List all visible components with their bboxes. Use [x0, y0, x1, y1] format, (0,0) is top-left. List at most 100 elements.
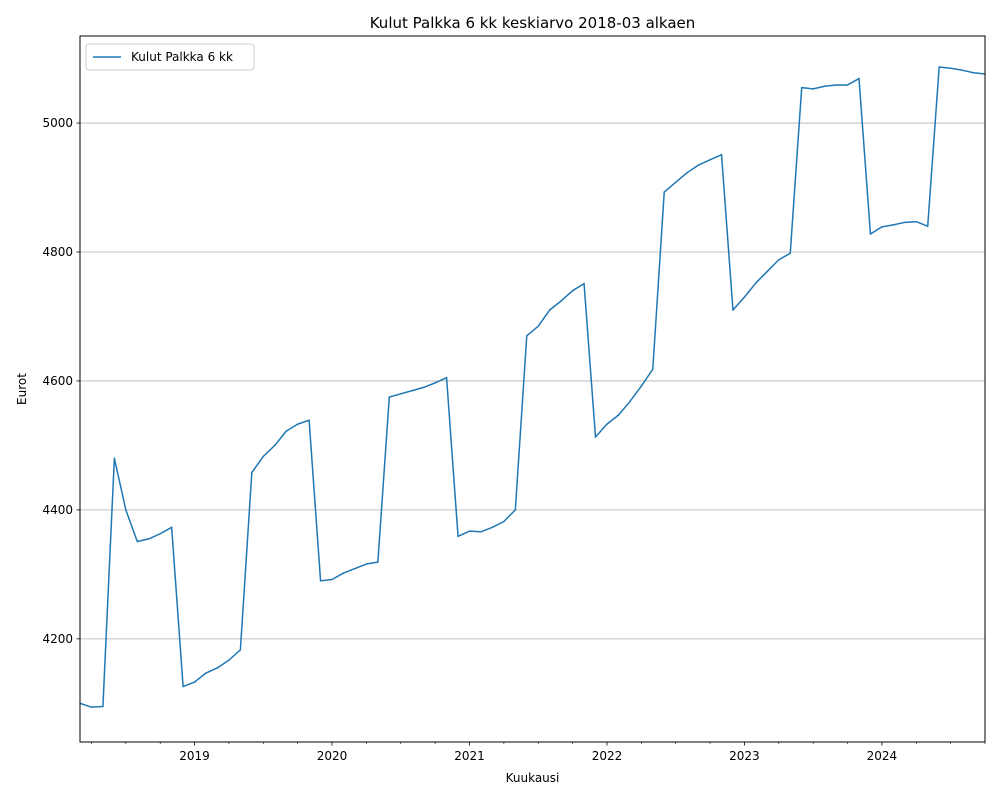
x-tick-label: 2021	[454, 749, 485, 763]
plot-frame	[79, 35, 986, 743]
data-point	[514, 509, 517, 511]
data-point	[789, 252, 792, 255]
data-point	[812, 88, 814, 90]
data-point	[319, 580, 322, 582]
x-axis-label: Kuukausi	[506, 771, 560, 785]
y-axis-label: Eurot	[15, 373, 29, 405]
data-point	[720, 153, 723, 156]
legend: Kulut Palkka 6 kk	[85, 43, 255, 71]
data-point	[503, 520, 505, 523]
data-point	[674, 181, 677, 184]
data-point	[193, 681, 196, 683]
data-point	[113, 457, 116, 460]
data-point	[743, 296, 746, 298]
data-point	[594, 436, 597, 438]
data-point	[445, 376, 448, 379]
data-point	[90, 706, 93, 708]
data-point	[697, 164, 700, 166]
data-point	[617, 414, 620, 416]
data-point	[262, 455, 265, 458]
data-point	[182, 685, 184, 688]
x-tick-label: 2022	[592, 749, 623, 763]
data-point	[228, 659, 230, 661]
data-point	[491, 526, 494, 529]
data-point	[548, 309, 551, 311]
data-point	[170, 526, 173, 529]
data-point	[949, 67, 952, 69]
data-point	[537, 325, 539, 327]
data-point	[778, 258, 780, 261]
chart-title: Kulut Palkka 6 kk keskiarvo 2018-03 alka…	[370, 14, 696, 32]
data-point	[480, 531, 482, 533]
data-point	[102, 705, 104, 708]
legend-label: Kulut Palkka 6 kk	[131, 50, 233, 64]
data-point	[915, 220, 918, 223]
data-point	[296, 423, 299, 425]
data-point	[686, 171, 688, 174]
data-point	[755, 282, 757, 284]
data-point	[331, 578, 333, 581]
data-point	[308, 419, 310, 422]
data-point	[938, 66, 940, 68]
series-line	[79, 66, 986, 708]
data-point	[640, 385, 643, 387]
data-point	[136, 540, 139, 543]
data-point	[125, 509, 127, 511]
y-tick-label: 4200	[42, 632, 73, 646]
data-point	[663, 191, 665, 193]
x-tick-label: 2019	[179, 749, 210, 763]
data-point	[571, 289, 574, 292]
y-tick-label: 4400	[42, 503, 73, 517]
data-point	[468, 530, 471, 532]
ticks-layer: 4200 4400 4600 4800 5000 2019 2020 2021 2022 2023…	[42, 116, 986, 763]
data-point	[560, 300, 562, 302]
data-point	[400, 393, 402, 395]
data-point	[972, 72, 975, 74]
data-point	[732, 309, 734, 311]
data-point	[377, 561, 379, 563]
data-point	[800, 86, 803, 89]
data-point	[823, 85, 826, 88]
y-tick-label: 5000	[42, 116, 73, 130]
x-tick-label: 2023	[729, 749, 760, 763]
data-point	[354, 567, 356, 570]
grid-layer	[80, 122, 985, 640]
data-point	[273, 444, 276, 447]
data-point	[526, 335, 528, 337]
data-point	[606, 423, 608, 425]
x-tick-label: 2020	[317, 749, 348, 763]
data-point	[881, 226, 883, 228]
data-point	[961, 69, 963, 71]
data-point	[285, 430, 287, 432]
data-point	[147, 538, 150, 540]
data-point	[835, 84, 837, 86]
data-point	[342, 572, 345, 574]
x-tick-label: 2024	[867, 749, 898, 763]
data-point	[652, 368, 654, 371]
data-point	[434, 382, 436, 384]
data-point	[251, 471, 253, 474]
y-tick-label: 4800	[42, 245, 73, 259]
data-point	[388, 396, 391, 398]
data-point	[422, 386, 425, 389]
data-point	[457, 535, 459, 538]
data-point	[159, 532, 161, 535]
data-point	[216, 667, 219, 669]
legend-box	[85, 43, 255, 71]
data-point	[926, 225, 929, 227]
data-point	[892, 224, 895, 226]
data-point	[239, 649, 242, 651]
data-point	[846, 84, 849, 86]
data-point	[629, 400, 631, 403]
data-point	[869, 233, 872, 235]
data-point	[904, 221, 906, 224]
data-point	[709, 159, 711, 161]
data-point	[365, 563, 368, 565]
data-point	[583, 282, 585, 285]
data-point	[858, 77, 860, 80]
data-point	[766, 270, 769, 273]
y-tick-label: 4600	[42, 374, 73, 388]
